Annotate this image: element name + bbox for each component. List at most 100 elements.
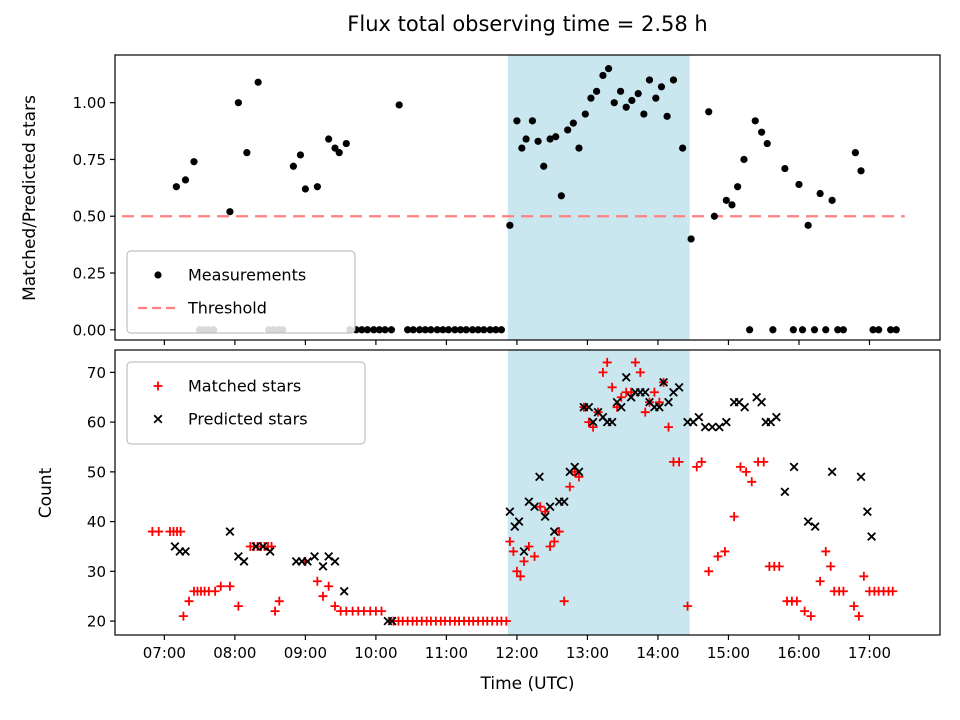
data-point-plus <box>505 536 515 546</box>
data-point-dot <box>798 326 807 334</box>
y-tick-label: 0.75 <box>73 151 106 169</box>
data-point-dot <box>363 326 372 334</box>
data-point-plus <box>654 397 664 407</box>
data-point-plus <box>153 381 163 391</box>
data-point-dot <box>645 76 654 84</box>
data-point-plus <box>692 462 702 472</box>
x-axis-label: Time (UTC) <box>480 674 575 694</box>
data-point-plus <box>184 596 194 606</box>
data-point-plus <box>318 591 328 601</box>
data-point-dot <box>763 139 771 148</box>
data-point-plus <box>683 601 693 611</box>
data-point-plus <box>640 407 650 417</box>
data-point-plus <box>602 357 612 367</box>
data-point-dot <box>593 87 601 95</box>
data-point-x <box>721 417 731 427</box>
x-tick-label: 09:00 <box>284 644 327 662</box>
data-point-plus <box>176 527 186 537</box>
data-point-dot <box>722 196 730 204</box>
data-point-dot <box>172 183 180 191</box>
data-point-plus <box>821 546 831 556</box>
data-point-dot <box>404 326 412 334</box>
data-point-dot <box>751 117 759 125</box>
axes-frame <box>114 54 941 341</box>
data-point-dot <box>325 135 333 143</box>
data-point-dot <box>421 326 429 334</box>
data-point-plus <box>826 561 836 571</box>
data-point-plus <box>649 387 659 397</box>
data-point-plus <box>792 596 802 606</box>
data-point-dot <box>358 326 366 334</box>
data-point-x <box>225 527 235 536</box>
data-point-plus <box>515 571 525 581</box>
data-point-dot <box>433 326 441 334</box>
data-point-plus <box>535 502 545 512</box>
data-point-x <box>588 417 598 427</box>
data-point-dot <box>892 326 900 334</box>
data-point-dot <box>395 101 403 109</box>
data-point-plus <box>501 616 511 626</box>
data-point-dot <box>887 326 895 334</box>
data-point-x <box>674 382 684 392</box>
data-point-plus <box>729 512 739 522</box>
y-tick-label: 0.00 <box>73 321 106 339</box>
data-point-plus <box>545 541 555 551</box>
data-point-plus <box>324 581 334 591</box>
data-point-dot <box>289 162 297 170</box>
data-point-plus <box>574 472 584 482</box>
data-point-x <box>621 372 631 382</box>
data-point-dot <box>622 103 630 111</box>
data-point-plus <box>759 457 769 467</box>
data-point-x <box>310 551 319 561</box>
data-point-plus <box>664 422 674 432</box>
data-point-x <box>810 522 820 532</box>
data-point-plus <box>274 596 284 606</box>
data-point-x <box>659 377 669 387</box>
data-point-dot <box>480 326 488 334</box>
data-point-dot <box>628 96 636 105</box>
data-point-plus <box>210 586 220 596</box>
data-point-x <box>153 414 163 424</box>
data-point-dot <box>335 149 343 157</box>
data-point-x <box>714 422 724 432</box>
data-point-dot <box>834 326 842 334</box>
data-point-dot <box>687 235 695 243</box>
y-tick-label: 60 <box>87 414 106 432</box>
data-point-dot <box>652 94 660 102</box>
shaded-time-region <box>507 350 690 635</box>
data-point-dot <box>243 149 251 157</box>
data-point-dot <box>728 201 736 209</box>
data-point-dot <box>313 183 321 191</box>
axes-frame <box>114 349 941 636</box>
data-point-x <box>827 467 837 477</box>
data-point-plus <box>508 546 518 556</box>
data-point-plus <box>806 611 816 621</box>
data-point-x <box>239 556 249 566</box>
data-point-plus <box>216 581 226 591</box>
x-tick-label: 10:00 <box>354 644 397 662</box>
data-point-plus <box>330 601 340 611</box>
data-point-dot <box>581 110 589 118</box>
data-point-dot <box>416 326 424 334</box>
data-point-dot <box>557 192 565 200</box>
data-point-dot <box>451 326 459 334</box>
data-point-plus <box>233 601 243 611</box>
data-point-dot <box>569 119 577 127</box>
y-tick-label: 20 <box>87 613 106 631</box>
data-point-dot <box>575 144 583 152</box>
data-point-plus <box>512 566 522 576</box>
data-point-plus <box>559 596 569 606</box>
data-point-x <box>265 547 275 556</box>
data-point-dot <box>474 326 482 334</box>
data-point-dot <box>331 144 339 152</box>
x-tick-label: 11:00 <box>425 644 468 662</box>
data-point-dot <box>234 99 242 107</box>
data-point-dot <box>492 326 500 334</box>
data-point-x <box>700 422 710 432</box>
data-point-plus <box>270 606 280 616</box>
y-tick-label: 50 <box>87 463 106 481</box>
data-point-dot <box>616 87 625 95</box>
data-point-x <box>540 512 550 522</box>
data-point-dot <box>640 110 648 118</box>
data-point-x <box>318 561 328 571</box>
